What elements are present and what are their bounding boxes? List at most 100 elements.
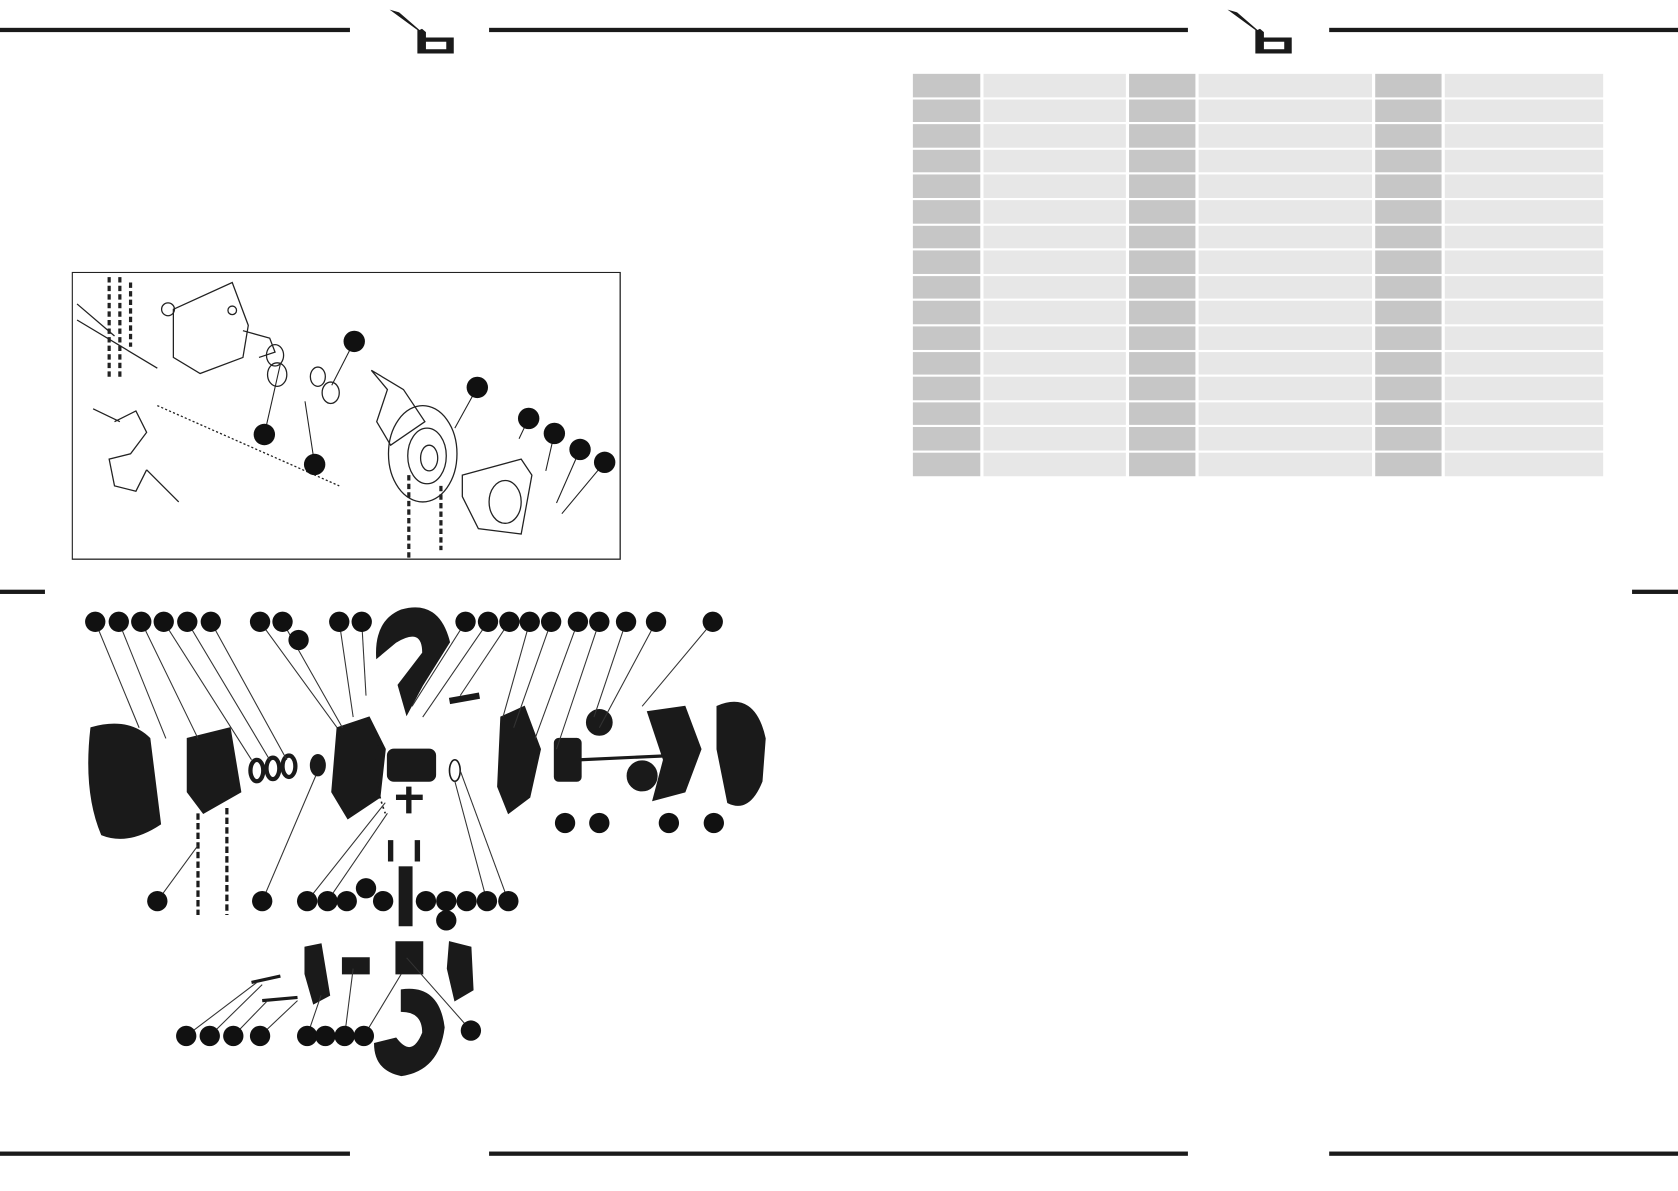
part-description-cell xyxy=(983,376,1126,400)
callout-marker xyxy=(569,438,591,461)
part-description-cell xyxy=(1198,149,1372,173)
side-mark-right xyxy=(1632,589,1678,594)
table-row xyxy=(912,351,1604,375)
header-rule-center xyxy=(489,27,1188,33)
brand-logo-icon xyxy=(389,9,454,54)
callout-marker xyxy=(540,611,562,632)
part-description-cell xyxy=(983,250,1126,274)
callout-marker xyxy=(703,812,724,834)
part-number-cell xyxy=(1129,427,1196,451)
callout-marker xyxy=(658,812,680,834)
part-number-cell xyxy=(1129,174,1196,198)
part-description-cell xyxy=(983,174,1126,198)
callout-marker xyxy=(436,890,457,912)
part-description-cell xyxy=(983,149,1126,173)
table-row xyxy=(912,73,1604,97)
parts-list-table xyxy=(910,72,1607,478)
part-number-cell xyxy=(912,99,981,123)
callout-marker xyxy=(455,611,476,632)
header-rule-left xyxy=(0,27,350,33)
table-row xyxy=(912,225,1604,249)
footer-rule-left xyxy=(0,1151,350,1156)
callout-marker xyxy=(153,611,174,632)
table-row xyxy=(912,326,1604,350)
part-description-cell xyxy=(1198,73,1372,97)
callout-marker xyxy=(147,890,168,912)
part-description-cell xyxy=(1198,225,1372,249)
callout-marker xyxy=(466,376,489,399)
part-number-cell xyxy=(1375,326,1442,350)
part-description-cell xyxy=(1444,376,1604,400)
part-description-cell xyxy=(1198,200,1372,224)
callout-marker xyxy=(176,1025,197,1047)
part-description-cell xyxy=(983,73,1126,97)
part-number-cell xyxy=(1375,99,1442,123)
callout-marker xyxy=(223,1025,244,1047)
callout-marker xyxy=(296,890,318,912)
callout-marker xyxy=(317,890,338,912)
callout-marker xyxy=(353,1025,375,1047)
callout-marker xyxy=(343,330,365,353)
callout-marker xyxy=(476,890,498,912)
part-number-cell xyxy=(1375,73,1442,97)
part-number-cell xyxy=(1129,376,1196,400)
part-number-cell xyxy=(1129,73,1196,97)
part-description-cell xyxy=(1198,250,1372,274)
part-number-cell xyxy=(912,402,981,426)
part-description-cell xyxy=(1444,275,1604,299)
callout-marker xyxy=(593,451,616,474)
part-description-cell xyxy=(1444,402,1604,426)
part-description-cell xyxy=(1198,402,1372,426)
callout-marker xyxy=(249,611,271,632)
callout-marker xyxy=(645,611,667,632)
footer-rule-right xyxy=(1329,1151,1678,1156)
part-description-cell xyxy=(983,99,1126,123)
part-description-cell xyxy=(1444,73,1604,97)
part-number-cell xyxy=(1129,200,1196,224)
callout-marker xyxy=(499,611,520,632)
part-number-cell xyxy=(912,427,981,451)
part-number-cell xyxy=(1129,149,1196,173)
table-row xyxy=(912,376,1604,400)
callout-marker xyxy=(589,611,610,632)
callout-marker xyxy=(436,910,457,931)
part-description-cell xyxy=(1444,452,1604,476)
part-number-cell xyxy=(1129,402,1196,426)
table-row xyxy=(912,174,1604,198)
part-number-cell xyxy=(1375,124,1442,148)
callout-marker xyxy=(477,611,499,632)
part-number-cell xyxy=(1129,99,1196,123)
callout-marker xyxy=(288,629,309,651)
part-description-cell xyxy=(1444,124,1604,148)
part-description-cell xyxy=(1444,200,1604,224)
callout-marker xyxy=(355,878,377,899)
part-description-cell xyxy=(1444,250,1604,274)
part-number-cell xyxy=(912,174,981,198)
callout-marker xyxy=(415,890,437,912)
callout-marker xyxy=(108,611,129,632)
callout-marker xyxy=(517,407,540,430)
callout-marker xyxy=(589,812,610,834)
part-description-cell xyxy=(1198,99,1372,123)
callout-marker xyxy=(334,1025,355,1047)
part-number-cell xyxy=(1375,301,1442,325)
table-row xyxy=(912,124,1604,148)
part-description-cell xyxy=(1444,301,1604,325)
part-number-cell xyxy=(912,149,981,173)
part-number-cell xyxy=(912,351,981,375)
table-row xyxy=(912,200,1604,224)
callout-marker xyxy=(351,611,372,632)
footer-rule-center xyxy=(489,1151,1188,1156)
upper-diagram-callouts xyxy=(253,330,616,515)
part-description-cell xyxy=(1444,149,1604,173)
part-description-cell xyxy=(1198,351,1372,375)
table-row xyxy=(912,427,1604,451)
part-description-cell xyxy=(983,427,1126,451)
part-description-cell xyxy=(1198,326,1372,350)
table-row xyxy=(912,149,1604,173)
part-number-cell xyxy=(1375,452,1442,476)
callout-marker xyxy=(336,890,357,912)
part-number-cell xyxy=(912,275,981,299)
part-description-cell xyxy=(1198,376,1372,400)
part-number-cell xyxy=(912,301,981,325)
